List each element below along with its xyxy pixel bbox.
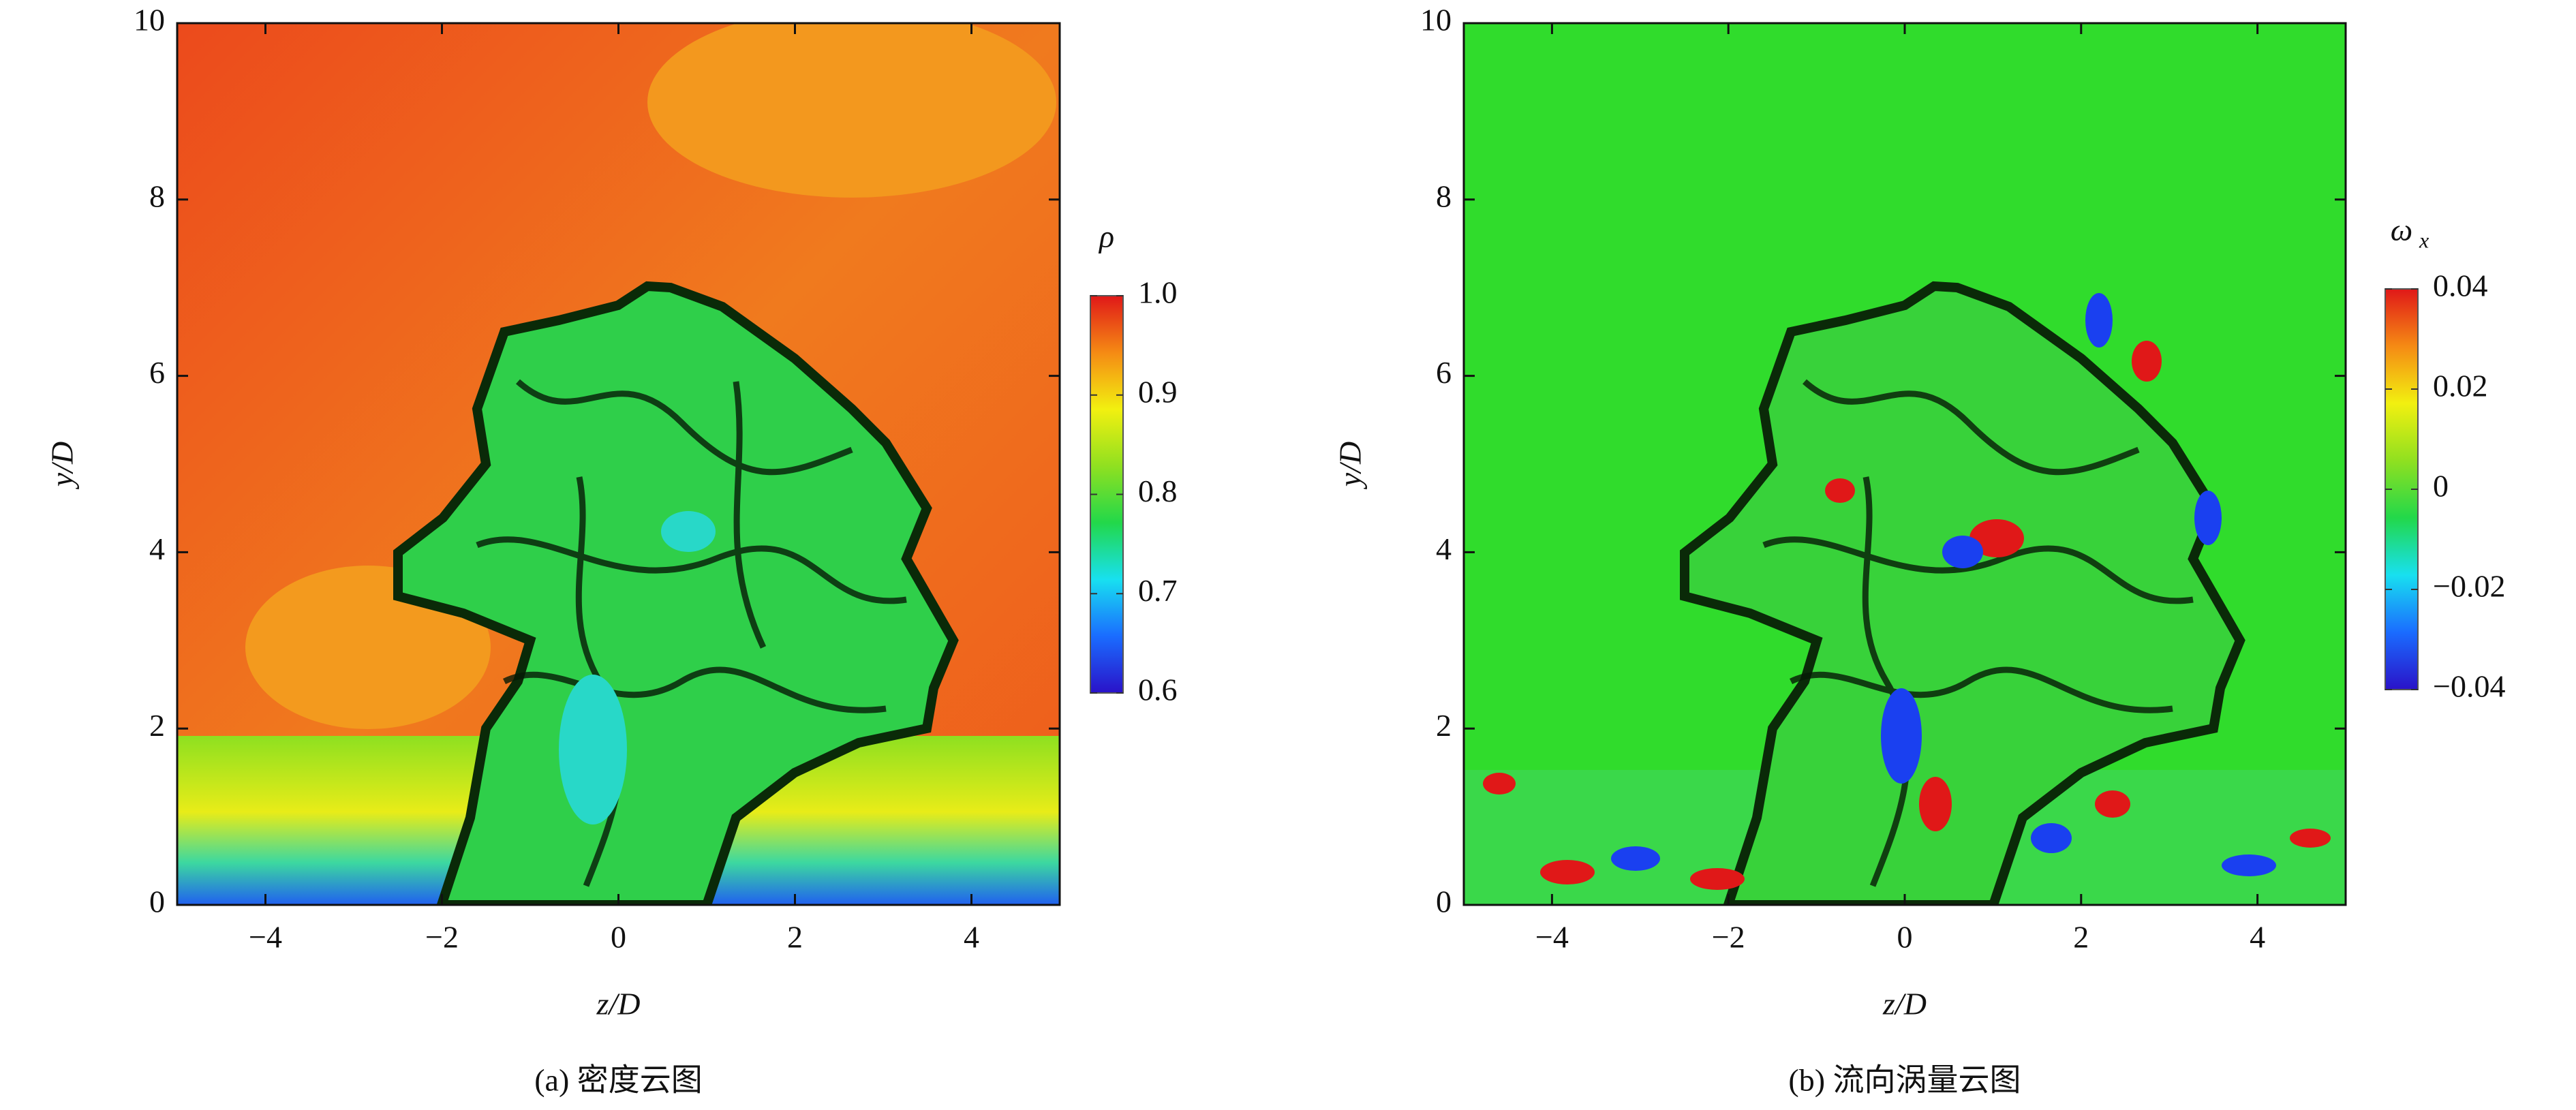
x-axis-label: z/D [1882, 987, 1927, 1021]
y-tick-label: 6 [1436, 355, 1452, 390]
density-field [177, 23, 1060, 905]
colorbar-tick-label: 0.6 [1138, 673, 1178, 707]
colorbar-tick-label: 1.0 [1138, 275, 1178, 310]
y-tick-label: 0 [1436, 884, 1452, 919]
x-tick-label: −4 [1535, 920, 1569, 955]
colorbar-title-subscript: x [2419, 228, 2429, 252]
y-axis-label: y/D [1333, 442, 1368, 489]
vorticity-field [1464, 23, 2346, 905]
x-axis-label: z/D [596, 987, 641, 1021]
y-tick-label: 2 [1436, 708, 1452, 743]
y-tick-label: 10 [1420, 3, 1452, 37]
colorbar-tick-label: 0.7 [1138, 573, 1178, 608]
colorbar-title: ρ [1098, 219, 1114, 254]
y-tick-label: 4 [149, 531, 165, 566]
y-tick-label: 6 [149, 355, 165, 390]
caption: (b) 流向涡量云图 [1788, 1063, 2021, 1098]
y-tick-label: 4 [1436, 531, 1452, 566]
x-tick-label: −4 [249, 920, 282, 955]
colorbar-tick-label: 0.9 [1138, 374, 1178, 409]
caption: (a) 密度云图 [534, 1063, 703, 1098]
x-tick-label: 2 [2073, 920, 2089, 955]
y-tick-label: 2 [149, 708, 165, 743]
x-tick-label: 0 [1897, 920, 1913, 955]
colorbar-title: ω [2391, 213, 2412, 247]
colorbar-tick-label: 0.8 [1138, 474, 1178, 508]
x-tick-label: 4 [964, 920, 979, 955]
y-tick-label: 10 [134, 3, 165, 37]
x-tick-label: −2 [1712, 920, 1745, 955]
x-tick-label: 4 [2250, 920, 2265, 955]
colorbar-tick-label: 0.04 [2433, 268, 2488, 303]
y-tick-label: 0 [149, 884, 165, 919]
y-tick-label: 8 [1436, 179, 1452, 213]
x-tick-label: 0 [611, 920, 626, 955]
colorbar-tick-label: 0 [2433, 469, 2449, 504]
x-tick-label: −2 [425, 920, 459, 955]
colorbar-tick-label: 0.02 [2433, 369, 2488, 403]
x-tick-label: 2 [787, 920, 803, 955]
colorbar-tick-label: −0.02 [2433, 569, 2505, 604]
y-axis-label: y/D [45, 442, 80, 489]
y-tick-label: 8 [149, 179, 165, 213]
colorbar-tick-label: −0.04 [2433, 669, 2505, 704]
